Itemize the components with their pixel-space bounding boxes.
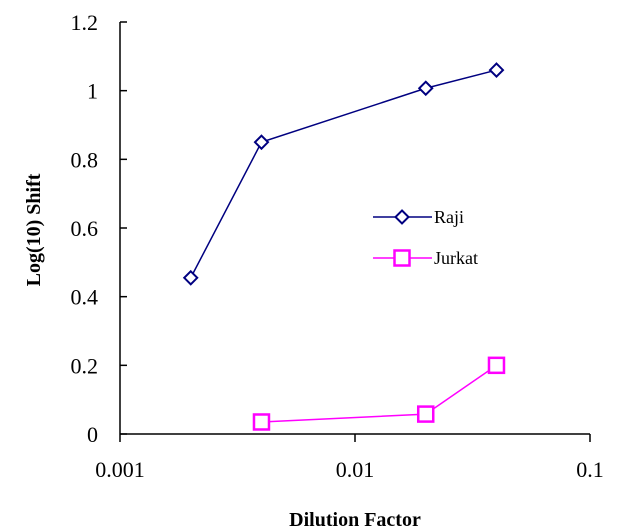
series-line-jurkat <box>261 364 497 423</box>
legend: Raji Jurkat <box>373 207 478 268</box>
legend-item-jurkat: Jurkat <box>373 248 478 268</box>
data-point-jurkat <box>487 356 506 375</box>
y-axis-title: Log(10) Shift <box>23 173 45 286</box>
legend-item-raji: Raji <box>373 207 464 227</box>
y-tick-label: 0.6 <box>71 216 99 241</box>
series-raji <box>182 62 505 286</box>
legend-label-raji: Raji <box>434 207 464 227</box>
series-layer <box>182 62 506 431</box>
data-point-jurkat <box>416 405 435 423</box>
y-tick-label: 0.2 <box>71 353 99 378</box>
legend-label-jurkat: Jurkat <box>434 248 478 268</box>
x-axis-title: Dilution Factor <box>289 509 421 531</box>
data-point-raji <box>488 62 505 78</box>
legend-marker-raji <box>394 209 410 225</box>
series-line-raji <box>190 69 497 279</box>
x-tick-label: 0.001 <box>95 457 145 482</box>
data-point-jurkat <box>252 413 271 431</box>
x-tick-label: 0.01 <box>336 457 375 482</box>
y-tick-label: 1 <box>87 79 98 104</box>
data-point-raji <box>417 80 434 97</box>
axes: 0 0.2 0.4 0.6 0.8 1 1.2 0.001 0.01 0.1 <box>71 10 604 482</box>
y-tick-label: 0.8 <box>71 147 99 172</box>
legend-marker-jurkat <box>393 249 411 267</box>
series-jurkat <box>252 356 506 431</box>
y-tick-label: 0.4 <box>71 285 99 310</box>
x-tick-label: 0.1 <box>576 457 604 482</box>
y-tick-label: 1.2 <box>71 10 99 35</box>
data-point-raji <box>182 269 199 286</box>
y-tick-label: 0 <box>87 422 98 447</box>
data-point-raji <box>253 134 270 151</box>
